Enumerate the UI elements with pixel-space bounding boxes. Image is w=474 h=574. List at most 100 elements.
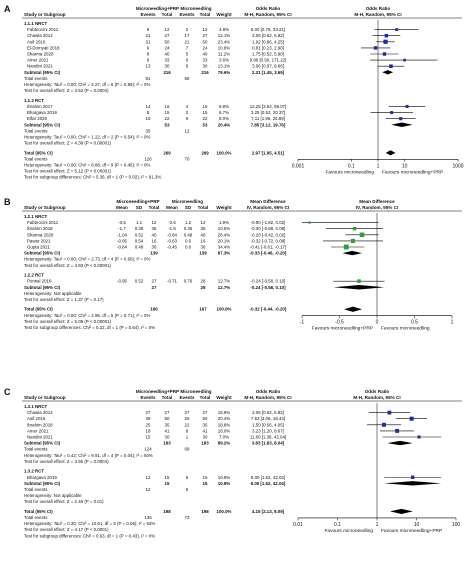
- study-cell: 0.48: [184, 232, 193, 237]
- x-tick-label: 10: [414, 522, 420, 528]
- study-cell: 25: [185, 416, 190, 421]
- header-group2: Microneedling: [180, 389, 211, 394]
- effect-marker: [389, 64, 393, 68]
- study-ci: 8.00 [1.52, 42.04]: [251, 475, 285, 480]
- study-cell: -3.5: [118, 220, 126, 225]
- subtotal-total2: 28: [201, 285, 206, 290]
- subgroup-stat: Total events: [24, 76, 48, 81]
- subgroup-stat: Total events: [24, 487, 48, 492]
- study-ci: 3.23 [1.20, 8.67]: [252, 428, 284, 433]
- total-events-2: 73: [185, 515, 190, 520]
- study-cell: 22: [185, 422, 190, 427]
- study-name: Chawla 2014: [27, 33, 53, 38]
- study-cell: 16: [146, 116, 151, 121]
- study-cell: -0.71: [167, 279, 178, 284]
- study-cell: 0.6: [185, 238, 192, 243]
- subtotal-ci: -0.24 [-0.58, 0.10]: [250, 285, 286, 290]
- study-cell: 27: [203, 33, 208, 38]
- header-sub: Total: [198, 205, 209, 210]
- header-group2: Microneedling: [180, 6, 211, 11]
- x-tick-label: -1: [300, 320, 305, 326]
- effect-marker: [405, 104, 409, 108]
- study-cell: 30: [165, 435, 170, 440]
- study-cell: 16: [203, 104, 208, 109]
- study-cell: 40: [152, 232, 157, 237]
- panel-letter: B: [4, 197, 11, 207]
- study-name: Nandini 2021: [27, 64, 53, 69]
- total-label: Total (95% CI): [24, 509, 53, 514]
- events-1: 12: [146, 487, 151, 492]
- x-tick-label: 1: [376, 522, 379, 528]
- study-cell: 27: [165, 33, 170, 38]
- effect-marker: [383, 39, 388, 44]
- subtotal-total1: 15: [165, 481, 170, 486]
- study-cell: 0.52: [135, 232, 144, 237]
- effect-marker: [384, 33, 389, 38]
- total-ci: 2.97 [1.95, 4.51]: [252, 150, 285, 155]
- total-stat: Heterogeneity: Tau² = 0.00; Chi² = 2.95,…: [24, 313, 150, 318]
- favours-right: Favours microneedling+PRP: [381, 528, 442, 534]
- effect-marker: [382, 52, 387, 56]
- study-cell: 0.48: [135, 245, 144, 250]
- header-study: Study or Subgroup: [24, 395, 66, 400]
- header-study: Study or Subgroup: [24, 12, 66, 17]
- study-weight: 6.8%: [219, 104, 229, 109]
- study-cell: 27: [203, 410, 208, 415]
- effect-marker: [395, 28, 399, 32]
- study-cell: 22: [203, 116, 208, 121]
- study-cell: -1.5: [168, 226, 176, 231]
- study-cell: 5: [147, 110, 150, 115]
- study-ci: 7.53 [3.06, 18.44]: [251, 416, 285, 421]
- header-measure-plot: Odds Ratio: [365, 389, 390, 394]
- subtotal-total2: 139: [199, 251, 207, 256]
- study-weight: 10.8%: [218, 45, 231, 50]
- study-ci: -0.90 [-1.82, 0.02]: [251, 220, 286, 225]
- subtotal-label: Subtotal (95% CI): [24, 251, 61, 256]
- study-cell: 17: [185, 33, 190, 38]
- study-name: Gupta 2021: [27, 245, 51, 250]
- subtotal-weight: 89.2%: [218, 441, 231, 446]
- subtotal-weight: 87.3%: [218, 251, 231, 256]
- header-sub: Total: [149, 205, 160, 210]
- study-cell: 21: [185, 39, 190, 44]
- study-cell: 25: [146, 422, 151, 427]
- study-ci: 0.81 [0.23, 2.90]: [252, 45, 284, 50]
- study-weight: 1.8%: [219, 220, 229, 225]
- total-stat: Total events: [24, 515, 48, 520]
- total-diamond: [389, 508, 413, 515]
- effect-marker: [410, 475, 415, 479]
- subtotal-total1: 216: [163, 70, 171, 75]
- study-name: Bhargava 2019: [27, 110, 57, 115]
- study-cell: 24: [165, 45, 170, 50]
- subtotal-ci: 8.00 [1.52, 42.04]: [251, 481, 286, 486]
- study-cell: -1.7: [118, 226, 126, 231]
- study-ci: -0.41 [-0.61, -0.17]: [250, 245, 286, 250]
- study-cell: 15: [203, 110, 208, 115]
- subgroup-stat: Heterogeneity: Tau² = 0.00; Chi² = 1.22,…: [24, 134, 150, 139]
- subtotal-total2: 53: [203, 122, 208, 127]
- study-cell: 35: [203, 422, 208, 427]
- study-name: Amer 2021: [27, 58, 49, 63]
- study-cell: 16: [201, 238, 206, 243]
- header-sub: Mean: [166, 205, 178, 210]
- total-total2: 167: [199, 307, 207, 312]
- effect-marker: [399, 117, 403, 121]
- header-measure-plot: Odds Ratio: [366, 6, 391, 11]
- x-tick-label: 1: [451, 320, 454, 326]
- study-cell: 15: [146, 435, 151, 440]
- header-sub: M-H, Random, 95% CI: [244, 12, 291, 17]
- subtotal-ci: 7.85 [3.12, 19.76]: [251, 122, 286, 127]
- study-ci: 3.06 [0.97, 9.66]: [252, 64, 284, 69]
- study-cell: 30: [165, 64, 170, 69]
- total-total2: 198: [201, 509, 209, 514]
- effect-marker: [352, 227, 357, 231]
- study-name: Chawla 2014: [27, 410, 53, 415]
- subtotal-diamond: [382, 70, 394, 75]
- study-cell: -0.84: [117, 245, 128, 250]
- x-tick-label: 100: [452, 522, 461, 528]
- total-ci: -0.32 [-0.44, -0.20]: [250, 307, 287, 312]
- subtotal-diamond: [391, 122, 413, 127]
- x-tick-label: 10: [402, 163, 408, 169]
- subgroup-stat: Test for overall effect: Z = 2.46 (P = 0…: [24, 499, 104, 504]
